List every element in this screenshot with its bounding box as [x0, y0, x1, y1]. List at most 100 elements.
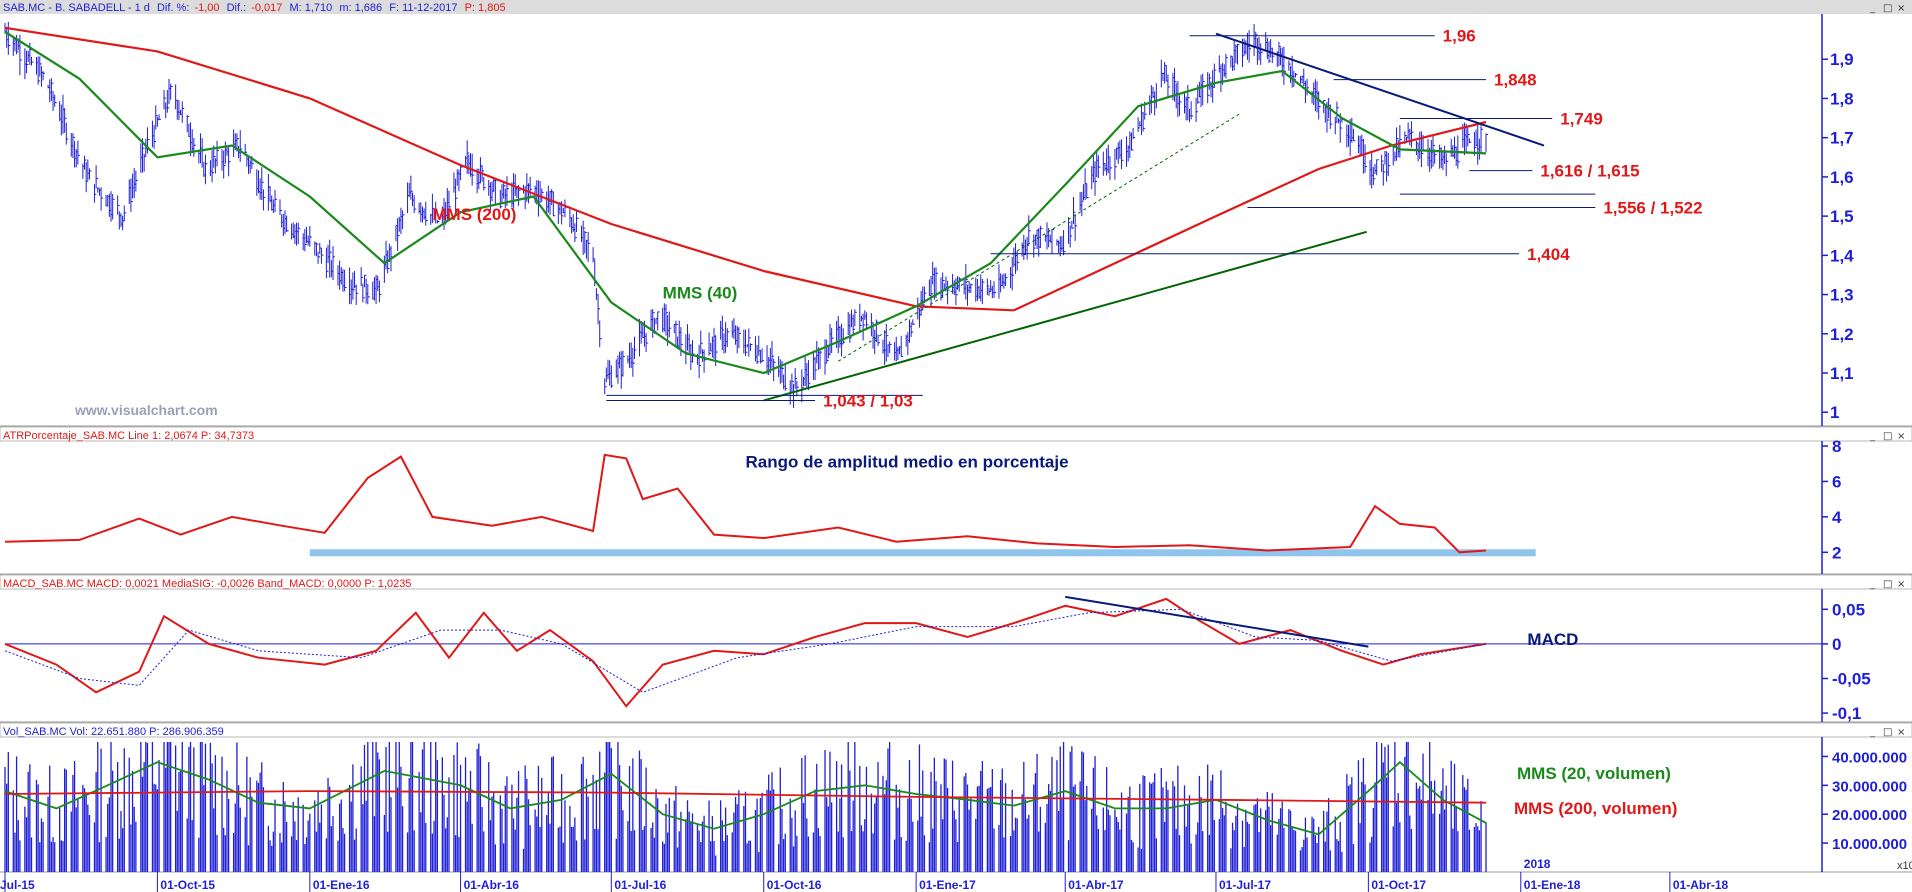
window-buttons-macd[interactable]: _ □ × [1869, 579, 1905, 590]
price-header-date: F: 11-12-2017 [389, 2, 457, 14]
price-header-p: P: 1,805 [465, 2, 506, 14]
series-annotation: MMS (20, volumen) [1517, 764, 1671, 783]
maximize-icon[interactable]: □ [1883, 727, 1892, 738]
series-line [4, 608, 1487, 693]
y-tick-label: 0,05 [1832, 600, 1865, 619]
price-bars [4, 21, 1488, 408]
watermark: www.visualchart.com [74, 402, 218, 418]
price-header-max: M: 1,710 [289, 2, 332, 14]
x-tick-label: 01-Oct-15 [160, 878, 215, 892]
level-label: 1,749 [1560, 109, 1603, 128]
x-axis: Jul-15 01-Oct-15 01-Ene-16 01-Abr-16 01-Jul-… [0, 857, 1729, 892]
atr-header: ATRPorcentaje_SAB.MC Line 1: 2,0674 P: 3… [3, 430, 254, 442]
maximize-icon[interactable]: □ [1883, 579, 1892, 590]
series-annotation: MMS (200) [432, 205, 516, 224]
price-header-dif-pct: -1,00 [194, 2, 219, 14]
series-line [4, 453, 1487, 554]
x-tick-label: 01-Abr-17 [1068, 878, 1124, 892]
x-tick-label: 01-Ene-17 [919, 878, 976, 892]
vol-header: Vol_SAB.MC Vol: 22.651.880 P: 286.906.35… [3, 726, 224, 738]
x-tick-label: 01-Ene-18 [1524, 878, 1581, 892]
y-tick-label: 0 [1832, 635, 1841, 654]
window-buttons-atr[interactable]: _ □ × [1869, 431, 1905, 442]
minimize-icon[interactable]: _ [1869, 727, 1876, 738]
trend-line [1065, 595, 1369, 648]
x-tick-label: 01-Oct-16 [767, 878, 822, 892]
trend-line [1215, 32, 1545, 147]
price-header-dif: -0,017 [251, 2, 282, 14]
price-header-dif-pct-label: Dif. %: [157, 2, 189, 14]
series-line [4, 597, 1487, 708]
y-tick-label: 1,3 [1830, 286, 1854, 305]
panel-frames [0, 0, 1912, 873]
atr-panel: 2 4 6 8 Rango de amplitud medio en porcentaj… [4, 437, 1842, 562]
maximize-icon[interactable]: □ [1883, 431, 1892, 442]
maximize-icon[interactable]: □ [1883, 3, 1892, 14]
level-label: 1,96 [1443, 27, 1476, 46]
price-header-dif-label: Dif.: [227, 2, 247, 14]
close-icon[interactable]: × [1897, 579, 1905, 590]
series-line [4, 26, 1487, 312]
macd-title: MACD [1527, 630, 1578, 649]
y-tick-label: 8 [1832, 437, 1841, 456]
atr-band [309, 549, 1536, 557]
x-tick-label: Jul-15 [0, 878, 35, 892]
macd-header: MACD_SAB.MC MACD: 0,0021 MediaSIG: -0,00… [3, 578, 411, 590]
y-tick-label: 1 [1830, 403, 1839, 422]
axis-multiplier: x10 [1897, 860, 1912, 872]
minimize-icon[interactable]: _ [1869, 579, 1876, 590]
window-buttons-price[interactable]: _ □ × [1869, 3, 1905, 14]
x-tick-label: 01-Abr-16 [464, 878, 520, 892]
y-tick-label: 30.000.000 [1832, 778, 1907, 795]
y-tick-label: 1,6 [1830, 168, 1854, 187]
price-panel: 1 1,1 1,2 1,3 1,4 1,5 1,6 1,7 1,8 1,9 1,96 1,848 1,7… [4, 21, 1854, 422]
window-buttons-vol[interactable]: _ □ × [1869, 727, 1905, 738]
y-tick-label: 6 [1832, 472, 1841, 491]
level-label: 1,616 / 1,615 [1540, 162, 1639, 181]
price-header-ticker: SAB.MC - B. SABADELL - 1 d [3, 2, 150, 14]
close-icon[interactable]: × [1897, 3, 1905, 14]
y-tick-label: 1,8 [1830, 89, 1854, 108]
level-label: 1,404 [1527, 245, 1570, 264]
y-tick-label: 1,1 [1830, 364, 1854, 383]
y-tick-label: 1,2 [1830, 325, 1854, 344]
y-tick-label: 20.000.000 [1832, 807, 1907, 824]
close-icon[interactable]: × [1897, 727, 1905, 738]
series-annotation: MMS (200, volumen) [1514, 799, 1677, 818]
close-icon[interactable]: × [1897, 431, 1905, 442]
y-tick-label: 2 [1832, 543, 1841, 562]
macd-panel: -0,1 -0,05 0 0,05 MACD [4, 595, 1871, 723]
price-header-min: m: 1,686 [339, 2, 382, 14]
minimize-icon[interactable]: _ [1869, 3, 1876, 14]
y-tick-label: -0,05 [1832, 669, 1871, 688]
level-label: 1,043 / 1,03 [823, 391, 913, 410]
x-tick-label: 01-Jul-16 [614, 878, 666, 892]
level-label: 1,556 / 1,522 [1603, 198, 1702, 217]
y-tick-label: 1,4 [1830, 246, 1854, 265]
volume-bars [4, 742, 1487, 872]
level-label: 1,848 [1494, 71, 1537, 90]
x-tick-label: 01-Ene-16 [313, 878, 370, 892]
trend-line [838, 113, 1240, 362]
volume-panel: 10.000.000 20.000.000 30.000.000 40.000.000… [4, 742, 1912, 872]
minimize-icon[interactable]: _ [1869, 431, 1876, 442]
series-line [4, 790, 1487, 804]
atr-title: Rango de amplitud medio en porcentaje [746, 452, 1069, 471]
x-tick-label: 01-Oct-17 [1371, 878, 1426, 892]
y-tick-label: 1,7 [1830, 129, 1854, 148]
price-header: SAB.MC - B. SABADELL - 1 d Dif. %: -1,00… [3, 2, 506, 14]
x-tick-label: 01-Jul-17 [1219, 878, 1271, 892]
y-tick-label: 1,5 [1830, 207, 1854, 226]
y-tick-label: 1,9 [1830, 50, 1854, 69]
trend-line [763, 230, 1367, 402]
x-tick-label: 01-Abr-18 [1673, 878, 1729, 892]
y-tick-label: -0,1 [1832, 704, 1861, 723]
y-tick-label: 40.000.000 [1832, 749, 1907, 766]
series-line [4, 30, 1487, 375]
series-annotation: MMS (40) [663, 283, 738, 302]
y-tick-label: 10.000.000 [1832, 836, 1907, 853]
series-line [4, 760, 1487, 836]
y-tick-label: 4 [1832, 508, 1842, 527]
